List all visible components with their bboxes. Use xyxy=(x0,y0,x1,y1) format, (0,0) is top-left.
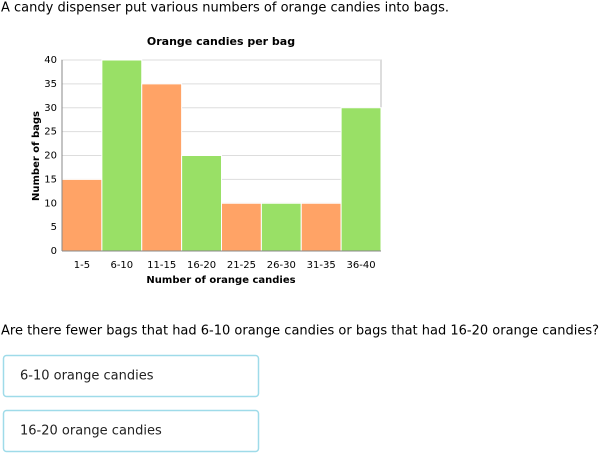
bar xyxy=(300,202,342,252)
chart-title: Orange candies per bag xyxy=(147,35,295,48)
question-prompt: Are there fewer bags that had 6-10 orang… xyxy=(1,324,599,339)
y-tick-label: 15 xyxy=(44,174,57,185)
option-text[interactable]: 16-20 orange candies xyxy=(20,424,162,439)
x-tick-label: 16-20 xyxy=(187,260,216,271)
x-tick-label: 1-5 xyxy=(74,260,90,271)
y-tick-label: 30 xyxy=(44,103,57,114)
x-tick-label: 21-25 xyxy=(227,260,256,271)
bar xyxy=(340,107,382,252)
x-tick-label: 36-40 xyxy=(347,260,376,271)
question-intro: A candy dispenser put various numbers of… xyxy=(1,1,449,16)
bar xyxy=(181,155,222,252)
y-tick-label: 35 xyxy=(44,79,57,90)
option-box[interactable] xyxy=(2,354,260,398)
y-tick-label: 40 xyxy=(44,55,57,66)
bar xyxy=(141,83,183,252)
x-tick-label: 11-15 xyxy=(147,260,176,271)
option-button[interactable]: 6-10 orange candies xyxy=(2,354,260,398)
bar xyxy=(61,178,103,252)
y-tick-label: 0 xyxy=(51,246,57,257)
y-tick-label: 25 xyxy=(44,127,57,138)
x-axis-title: Number of orange candies xyxy=(146,275,295,286)
option-button[interactable]: 16-20 orange candies xyxy=(2,409,260,453)
y-tick-label: 20 xyxy=(44,151,57,162)
bar xyxy=(260,202,302,252)
y-tick-label: 5 xyxy=(51,222,57,233)
x-tick-label: 26-30 xyxy=(267,260,296,271)
y-axis-title: Number of bags xyxy=(31,111,42,201)
plot: 0 5 10 15 20 25 30 35 40 1-5 6-10 11-15 16-20 21-25 26… xyxy=(44,55,382,271)
bar xyxy=(221,202,262,252)
x-tick-label: 6-10 xyxy=(110,260,133,271)
option-text[interactable]: 6-10 orange candies xyxy=(20,369,154,384)
x-tick-label: 31-35 xyxy=(307,260,336,271)
option-box[interactable] xyxy=(2,409,260,453)
bar xyxy=(101,59,143,252)
y-tick-label: 10 xyxy=(44,198,57,209)
